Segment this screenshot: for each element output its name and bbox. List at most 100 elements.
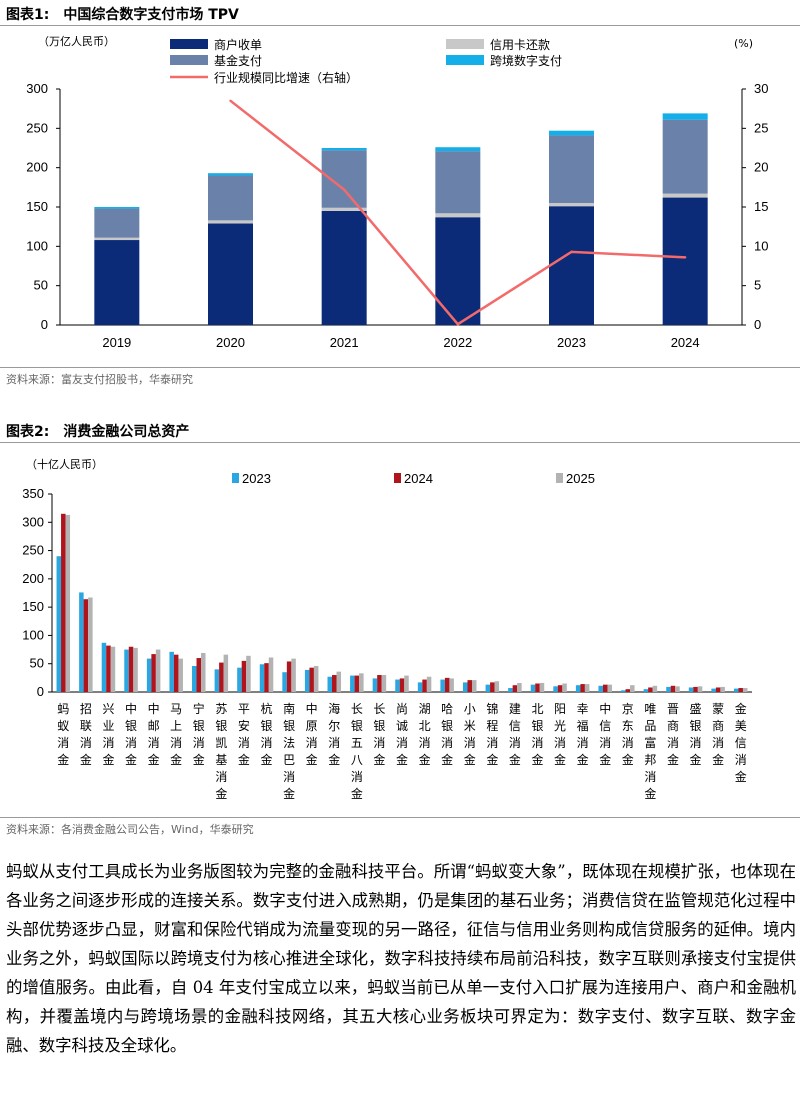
x-tick-label-char: 品: [644, 719, 656, 733]
bar-阳光消金-2024: [557, 685, 563, 692]
x-tick-label-char: 金: [531, 752, 543, 767]
x-tick-label-char: 信: [599, 719, 611, 733]
legend-label: 商户收单: [214, 37, 262, 52]
bar-哈银消金-2023: [440, 679, 445, 692]
bar-南银法巴消金-2024: [286, 661, 292, 692]
x-tick-label-char: 消: [328, 736, 340, 750]
bar-2021-信用卡还款: [321, 207, 367, 211]
x-tick-label-char: 银: [441, 719, 453, 733]
x-tick-label-char: 银: [193, 719, 205, 733]
x-tick-label-char: 金: [644, 786, 656, 801]
bar-2019-基金支付: [94, 208, 140, 238]
x-tick-label-char: 法: [283, 736, 295, 750]
bar-中原消金-2025: [313, 665, 319, 692]
x-tick-label-char: 尚: [396, 702, 408, 716]
bar-苏银凯基消金-2025: [223, 654, 229, 692]
x-tick-label-char: 苏: [215, 702, 227, 716]
bar-蚂蚁消金-2024: [61, 513, 66, 692]
x-tick-label-char: 八: [351, 753, 363, 767]
x-tick-label-char: 蚂: [57, 701, 69, 716]
x-tick-label-char: 信: [509, 719, 521, 733]
tpv-chart: （万亿人民币） (%) 0 50 100 150 200 250 300 0 5 10 15 20 25 30…: [26, 35, 768, 350]
bar-杭银消金-2023: [259, 664, 265, 692]
x-tick-label: 2020: [216, 335, 245, 350]
bar-兴业消金-2025: [110, 646, 116, 692]
x-tick-label-char: 中: [306, 701, 318, 716]
x-tick-label-char: 金: [328, 752, 340, 767]
bar-北银消金-2025: [539, 682, 545, 692]
x-tick-label-char: 消: [531, 736, 543, 750]
x-tick-label-char: 兴: [102, 702, 114, 716]
x-tick-label-char: 金: [306, 752, 318, 767]
bar-湖北消金-2024: [422, 679, 427, 692]
bar-2019-信用卡还款: [94, 237, 140, 241]
bar-锦程消金-2025: [494, 681, 500, 692]
x-tick-label-char: 蚁: [57, 719, 69, 733]
x-tick-label-char: 金: [712, 752, 724, 767]
x-tick-label-char: 金: [102, 752, 114, 767]
figure2-top-rule: [0, 442, 800, 443]
bar-盛银消金-2024: [693, 686, 698, 692]
legend-label: 2025: [566, 471, 595, 486]
bar-2024-跨境数字支付: [662, 113, 708, 120]
x-tick-label-char: 原: [306, 719, 318, 733]
x-tick-label-char: 唯: [644, 702, 656, 716]
figure1-bottom-rule: [0, 367, 800, 368]
x-tick-label-char: 幸: [577, 702, 589, 716]
x-tick-label-char: 金: [441, 752, 453, 767]
bar-中原消金-2023: [304, 669, 310, 692]
x-tick-label-char: 邦: [644, 753, 656, 767]
figure2-label: 图表2:: [6, 424, 50, 440]
bar-中银消金-2025: [133, 647, 138, 692]
x-tick-label-char: 金: [57, 752, 69, 767]
x-tick-label-char: 金: [283, 786, 295, 801]
x-tick-label-char: 金: [373, 752, 385, 767]
y-tick-label: 250: [26, 120, 48, 135]
left-axis-unit: （万亿人民币）: [38, 35, 115, 48]
x-tick-label-char: 锦: [486, 702, 498, 716]
bar-尚诚消金-2025: [404, 675, 409, 692]
x-tick-label-char: 金: [554, 752, 566, 767]
bar-蒙商消金-2023: [711, 688, 716, 692]
bar-2024-商户收单: [662, 197, 708, 325]
bar-金美信消金-2025: [742, 688, 748, 692]
bar-2024-基金支付: [662, 119, 708, 194]
figure1-title-text: 中国综合数字支付市场 TPV: [63, 7, 239, 23]
legend-label: 跨境数字支付: [490, 53, 562, 68]
x-tick-label-char: 消: [238, 736, 250, 750]
bar-蚂蚁消金-2023: [56, 556, 62, 692]
y-tick-label: 250: [22, 543, 44, 558]
x-tick-label-char: 东: [622, 719, 634, 733]
bar-兴业消金-2024: [106, 645, 111, 692]
bar-苏银凯基消金-2024: [219, 662, 224, 692]
body-paragraph: 蚂蚁从支付工具成长为业务版图较为完整的金融科技平台。所谓“蚂蚁变大象”，既体现在…: [6, 862, 796, 1055]
legend-swatch: [556, 473, 563, 483]
x-tick-label-char: 消: [396, 736, 408, 750]
bar-南银法巴消金-2023: [282, 672, 287, 692]
x-tick-label: 2022: [443, 335, 472, 350]
x-tick-label-char: 富: [644, 735, 656, 750]
x-tick-label-char: 消: [80, 736, 92, 750]
bar-马上消金-2024: [173, 654, 179, 692]
x-tick-label-char: 阳: [554, 702, 566, 716]
bar-小米消金-2025: [471, 680, 477, 692]
x-tick-label-char: 金: [419, 752, 431, 767]
bar-长银消金-2024: [377, 675, 382, 692]
y-tick-label: 100: [26, 238, 48, 253]
bar-兴业消金-2023: [101, 642, 107, 692]
bar-2021-基金支付: [321, 150, 367, 208]
x-tick-label-char: 联: [80, 719, 92, 733]
figure1-source: 资料来源：富友支付招股书，华泰研究: [6, 373, 193, 386]
y-tick-label: 50: [34, 278, 48, 293]
bar-平安消金-2024: [241, 660, 247, 692]
x-tick-label: 2021: [330, 335, 359, 350]
bar-2019-跨境数字支付: [94, 207, 140, 209]
bar-宁银消金-2024: [196, 658, 202, 692]
x-tick-label-char: 消: [667, 736, 679, 750]
x-tick-label-char: 南: [283, 701, 295, 716]
bar-2022-基金支付: [435, 151, 481, 214]
x-tick-label-char: 金: [170, 752, 182, 767]
bar-尚诚消金-2024: [399, 678, 405, 692]
x-tick-label-char: 基: [215, 753, 227, 767]
x-tick-label-char: 消: [644, 770, 656, 784]
